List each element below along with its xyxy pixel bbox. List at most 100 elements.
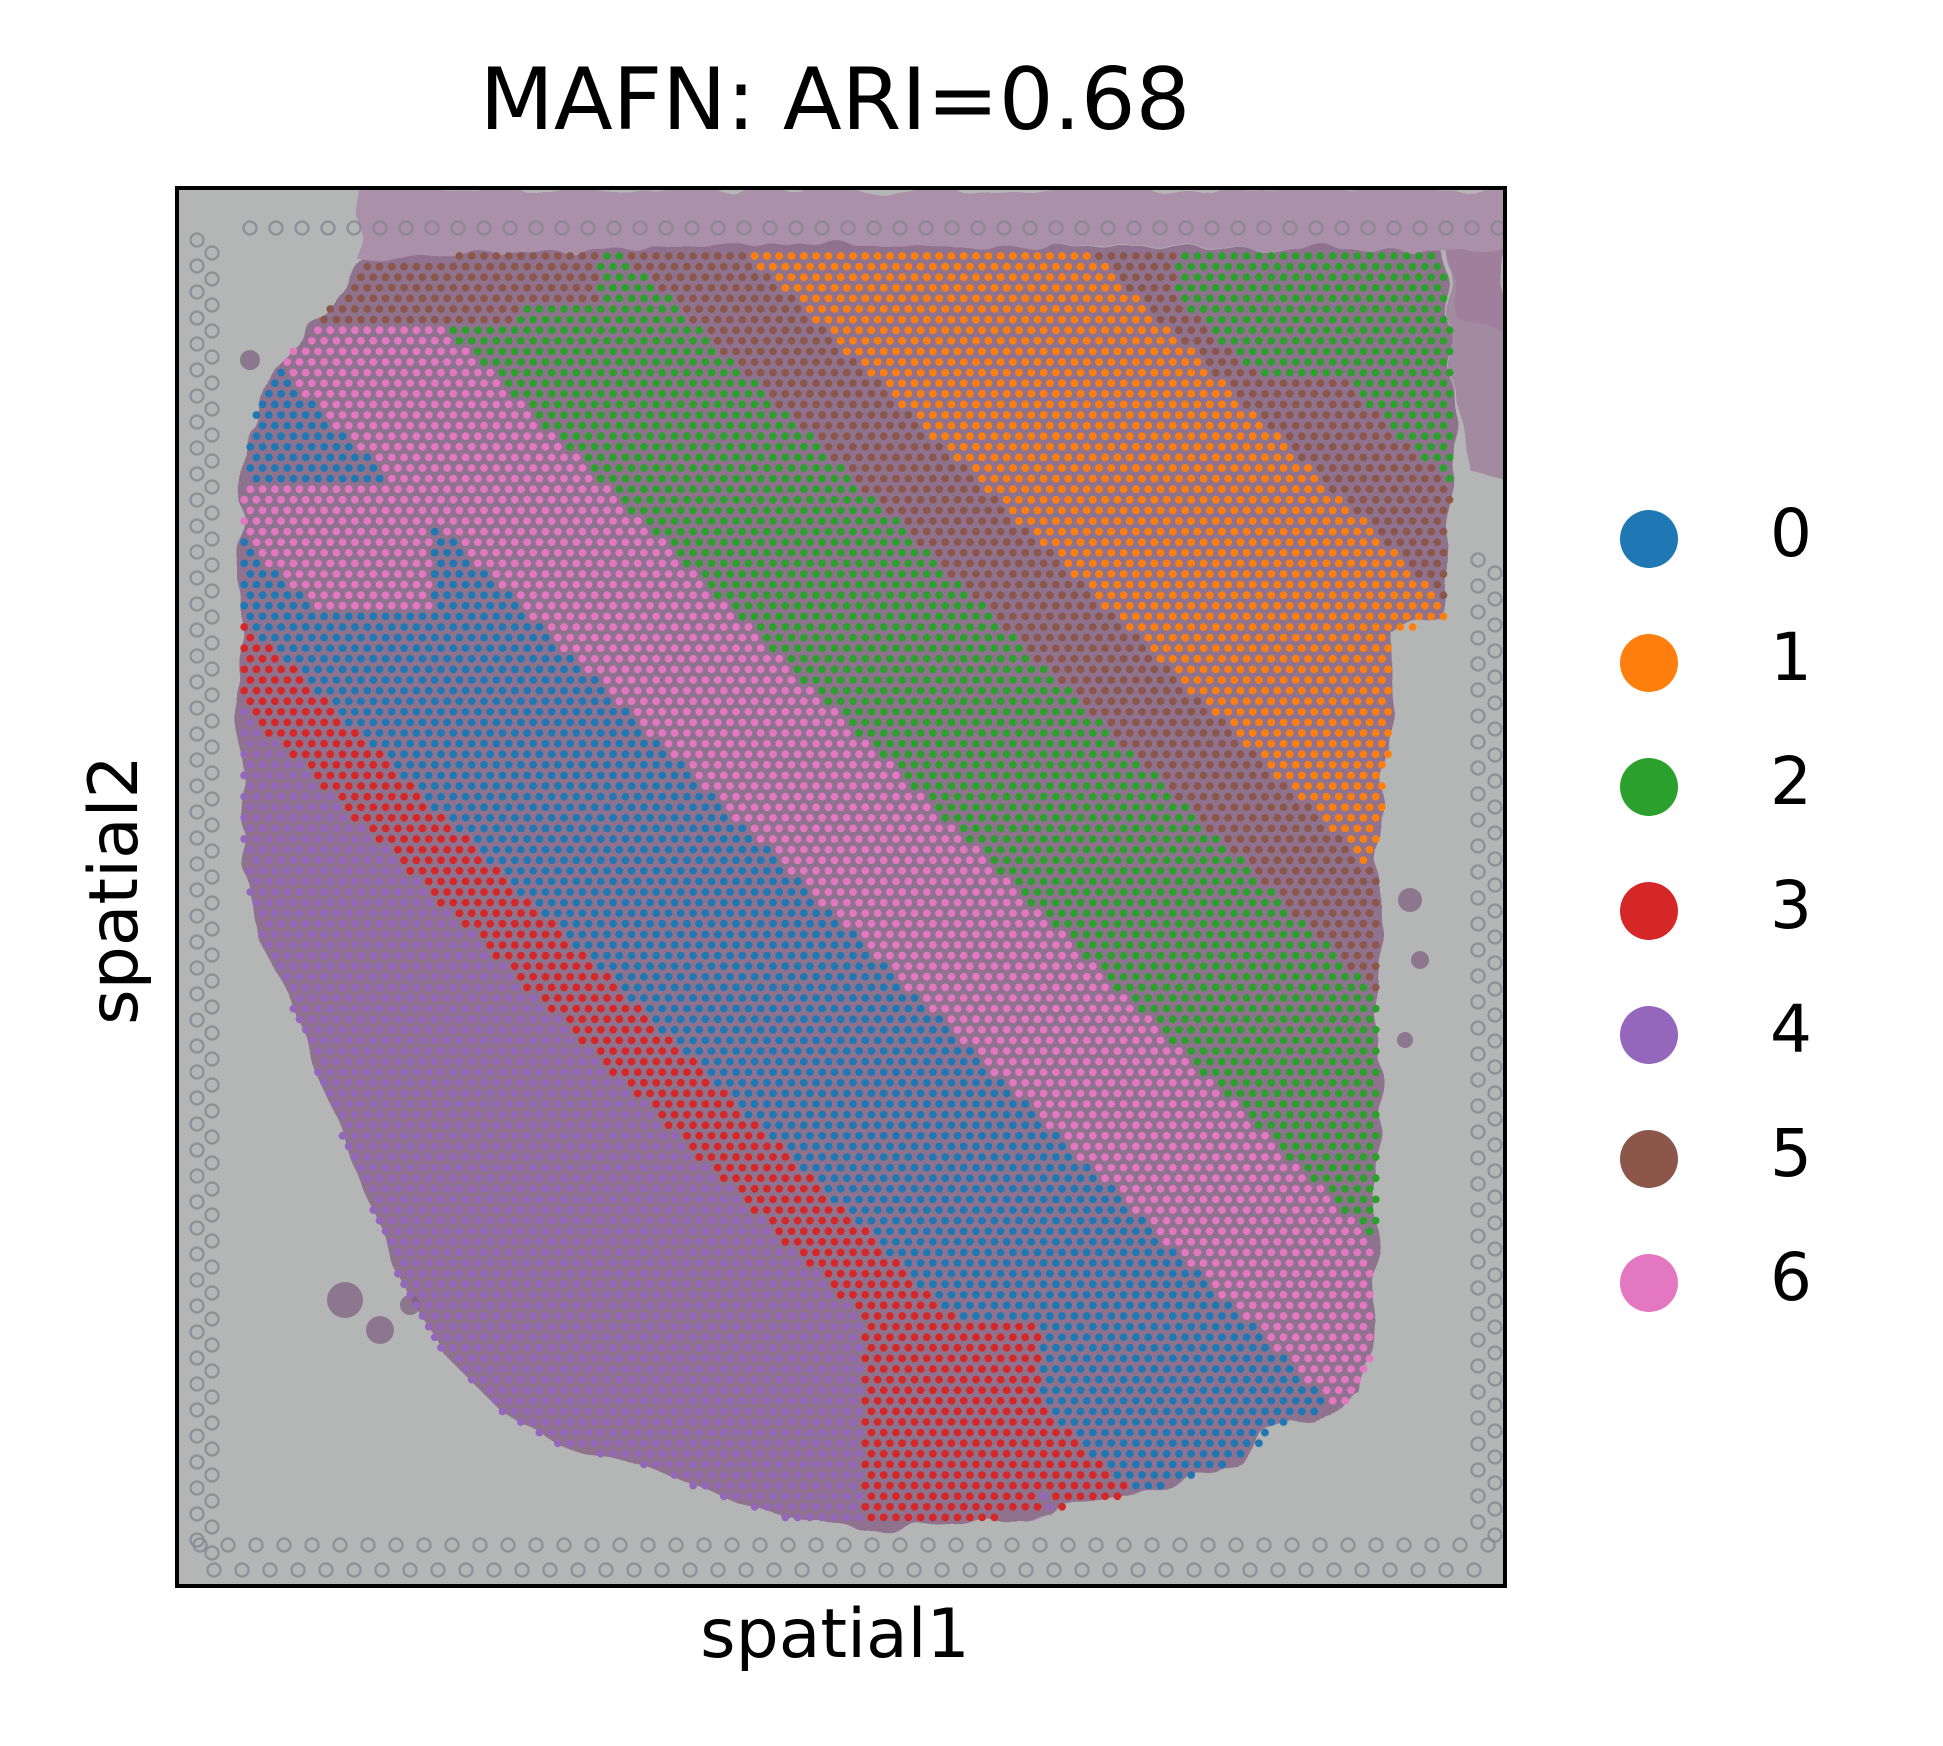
- spot-cluster-0: [664, 760, 673, 769]
- spot-cluster-5: [910, 527, 919, 536]
- spot-cluster-2: [615, 442, 624, 451]
- spot-cluster-6: [640, 570, 648, 578]
- spot-cluster-1: [1230, 570, 1239, 578]
- fiducial-marker: [1144, 1537, 1160, 1553]
- spot-cluster-6: [750, 633, 759, 642]
- spot-cluster-6: [590, 506, 599, 515]
- spot-cluster-1: [1310, 623, 1319, 631]
- spot-cluster-2: [978, 623, 986, 631]
- spot-cluster-6: [683, 665, 691, 674]
- spot-cluster-2: [541, 315, 550, 324]
- spot-cluster-2: [732, 580, 740, 589]
- spot-cluster-0: [510, 686, 519, 695]
- spot-cluster-1: [1285, 580, 1294, 589]
- spot-cluster-2: [652, 400, 661, 409]
- spot-cluster-5: [1138, 729, 1146, 737]
- spot-cluster-2: [806, 453, 814, 462]
- spot-cluster-5: [818, 326, 827, 335]
- spot-cluster-6: [332, 570, 341, 578]
- spot-cluster-2: [695, 538, 704, 547]
- spot-cluster-2: [1445, 432, 1454, 441]
- spot-cluster-1: [1365, 527, 1374, 536]
- spot-cluster-6: [474, 538, 482, 547]
- spot-cluster-6: [603, 612, 611, 621]
- spot-cluster-5: [1304, 421, 1312, 430]
- spot-cluster-2: [769, 644, 777, 653]
- spot-cluster-2: [953, 686, 962, 695]
- spot-cluster-5: [437, 262, 445, 271]
- spot-cluster-2: [1439, 315, 1448, 324]
- spot-cluster-2: [959, 676, 968, 684]
- spot-cluster-6: [560, 474, 568, 483]
- spot-cluster-6: [664, 676, 673, 684]
- spot-cluster-6: [547, 601, 556, 610]
- spot-cluster-6: [461, 517, 470, 525]
- spot-cluster-1: [1156, 527, 1165, 536]
- spot-cluster-1: [1384, 580, 1392, 589]
- spot-cluster-5: [541, 294, 550, 303]
- spot-cluster-2: [1255, 315, 1263, 324]
- spot-cluster-0: [271, 442, 279, 451]
- spot-cluster-2: [904, 538, 913, 547]
- spot-cluster-5: [443, 315, 451, 324]
- fiducial-marker: [189, 960, 205, 976]
- spot-cluster-5: [1156, 315, 1165, 324]
- spot-cluster-0: [633, 750, 642, 759]
- spot-cluster-1: [1187, 368, 1196, 377]
- spot-cluster-1: [1009, 400, 1017, 409]
- spot-cluster-2: [535, 411, 544, 419]
- spot-cluster-1: [984, 315, 993, 324]
- spot-cluster-2: [959, 760, 968, 769]
- spot-cluster-5: [658, 283, 667, 292]
- spot-cluster-6: [381, 464, 390, 472]
- spot-cluster-0: [467, 676, 476, 684]
- spot-cluster-2: [867, 623, 876, 631]
- spot-cluster-6: [590, 570, 599, 578]
- spot-cluster-5: [842, 453, 851, 462]
- spot-cluster-6: [750, 676, 759, 684]
- spot-cluster-5: [1107, 612, 1116, 621]
- spot-cluster-5: [719, 262, 728, 271]
- spot-cluster-2: [953, 623, 962, 631]
- spot-cluster-0: [357, 464, 365, 472]
- spot-cluster-6: [289, 580, 298, 589]
- fiducial-marker: [424, 220, 440, 236]
- spot-cluster-5: [1168, 273, 1177, 282]
- spot-cluster-1: [1199, 517, 1208, 525]
- spot-cluster-1: [1125, 559, 1134, 568]
- spot-cluster-1: [812, 252, 820, 260]
- spot-cluster-2: [1433, 305, 1442, 313]
- spot-cluster-0: [627, 718, 636, 727]
- spot-cluster-6: [320, 485, 328, 494]
- spot-cluster-2: [1402, 358, 1411, 366]
- spot-cluster-5: [873, 485, 882, 494]
- spot-cluster-5: [836, 379, 845, 388]
- spot-cluster-0: [246, 464, 255, 472]
- spot-cluster-1: [1298, 623, 1306, 631]
- spot-cluster-2: [609, 474, 617, 483]
- fiducial-marker: [1487, 799, 1503, 815]
- spot-cluster-5: [744, 262, 753, 271]
- spot-cluster-1: [990, 411, 999, 419]
- spot-cluster-6: [719, 750, 728, 759]
- spot-cluster-5: [480, 273, 488, 282]
- spot-cluster-2: [750, 442, 759, 451]
- spot-cluster-5: [1291, 421, 1300, 430]
- spot-cluster-6: [387, 432, 396, 441]
- spot-cluster-1: [1045, 358, 1054, 366]
- spot-cluster-1: [1365, 697, 1374, 706]
- fiducial-marker: [189, 1428, 205, 1444]
- spot-cluster-0: [344, 654, 353, 663]
- spot-cluster-5: [879, 495, 888, 504]
- spot-cluster-1: [1002, 368, 1011, 377]
- spot-cluster-2: [1378, 315, 1386, 324]
- spot-cluster-2: [1015, 750, 1023, 759]
- spot-cluster-5: [1193, 336, 1202, 345]
- spot-cluster-5: [1144, 273, 1153, 282]
- spot-cluster-1: [1082, 252, 1091, 260]
- spot-cluster-2: [701, 379, 710, 388]
- spot-cluster-2: [965, 686, 974, 695]
- spot-cluster-5: [1168, 760, 1177, 769]
- spot-cluster-1: [1150, 347, 1159, 356]
- spot-cluster-2: [855, 644, 863, 653]
